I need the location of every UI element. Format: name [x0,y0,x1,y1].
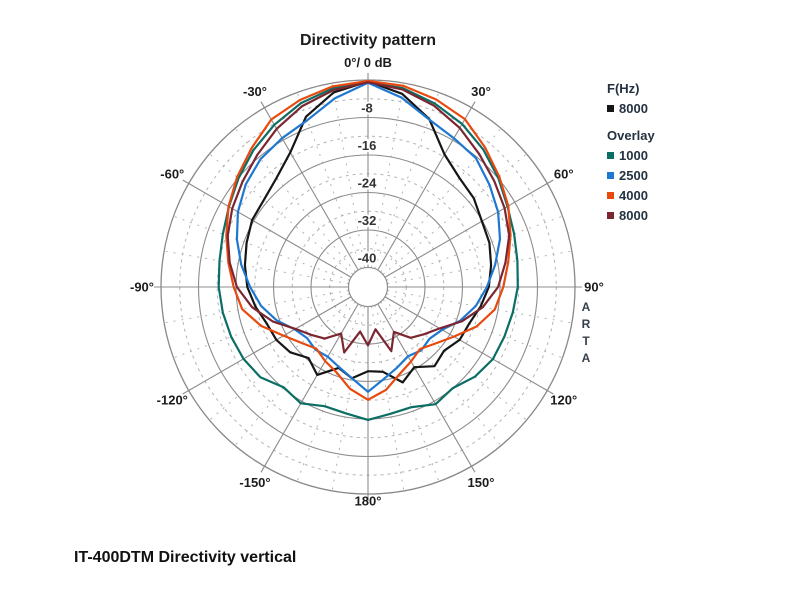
angle-label: -90° [130,280,154,295]
series-curve-overlay-4000 [225,79,512,401]
arta-letter: R [581,317,591,331]
legend-swatch-icon [607,152,614,159]
polar-grid-ring [197,116,539,458]
angle-label: 180° [355,494,382,509]
polar-center-hole [347,266,389,308]
angle-label: 120° [550,393,577,408]
legend-item-overlay-1000: 1000 [607,146,655,166]
polar-grid-spoke [384,296,554,395]
polar-grid-spoke [182,179,352,278]
legend-overlay-list: 1000 2500 4000 8000 [607,146,655,226]
legend-primary-list: 8000 [607,99,655,119]
polar-grid-dashed-spoke [387,250,572,285]
angle-label: 30° [471,84,491,99]
zero-degree-axis-label: 0°/ 0 dB [344,55,392,70]
chart-legend: F(Hz) 8000 Overlay 1000 2500 4000 8000 [607,79,655,226]
polar-grid-spoke [182,296,352,395]
legend-item-label: 4000 [619,188,648,203]
arta-letter: T [582,334,590,348]
polar-grid-spoke [377,101,476,271]
angle-label: 60° [554,167,574,182]
page-title: Directivity pattern [299,32,437,49]
db-ring-label: -24 [358,176,378,191]
polar-grid-dashed-spoke [164,250,349,285]
legend-item-label: 2500 [619,168,648,183]
legend-item-overlay-4000: 4000 [607,186,655,206]
legend-item-label: 8000 [619,101,648,116]
angle-label: 90° [584,280,604,295]
legend-overlay-header: Overlay [607,128,655,143]
angle-label: -150° [239,475,270,490]
db-ring-label: -40 [358,251,377,266]
chart-caption: IT-400DTM Directivity vertical [74,549,297,566]
legend-item-label: 1000 [619,148,648,163]
polar-grid-ring [272,191,464,383]
polar-grid-spoke [260,303,359,473]
db-ring-label: -32 [358,213,377,228]
legend-swatch-icon [607,212,614,219]
series-curve-overlay-8000 [226,81,511,354]
legend-swatch-icon [607,192,614,199]
legend-item-label: 8000 [619,208,648,223]
polar-grid-spoke [377,303,476,473]
legend-swatch-icon [607,172,614,179]
arta-letter: A [581,300,591,314]
angle-label: -120° [157,393,188,408]
angle-label: 150° [468,475,495,490]
polar-grid-spoke [384,179,554,278]
legend-swatch-icon [607,105,614,112]
polar-grid-spoke [260,101,359,271]
legend-frequency-header: F(Hz) [607,81,640,96]
db-ring-label: -8 [361,101,373,116]
legend-item-frequency-8000: 8000 [607,99,655,119]
legend-item-overlay-8000: 8000 [607,206,655,226]
angle-label: -30° [243,84,267,99]
angle-label: -60° [160,167,184,182]
db-ring-label: -16 [358,138,377,153]
legend-item-overlay-2500: 2500 [607,166,655,186]
arta-letter: A [581,351,591,365]
